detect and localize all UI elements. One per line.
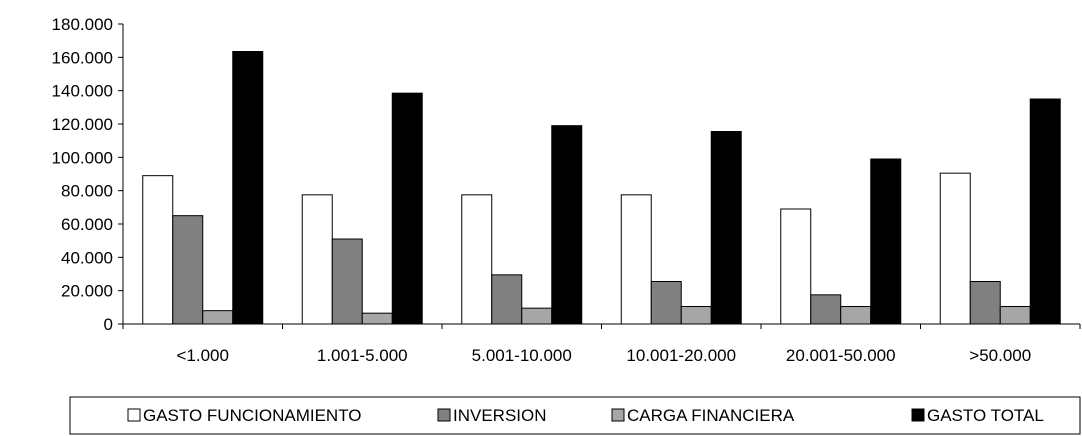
legend-label: GASTO TOTAL (927, 406, 1044, 425)
bar (840, 306, 872, 325)
bar (780, 208, 812, 325)
bar (999, 306, 1031, 325)
bar (301, 194, 333, 325)
bar (521, 307, 553, 325)
x-tick-label: 1.001-5.000 (317, 346, 408, 365)
y-tick-label: 180.000 (52, 15, 113, 34)
bar (202, 310, 234, 325)
y-tick-label: 160.000 (52, 48, 113, 67)
bar (1029, 98, 1061, 325)
legend-label: INVERSION (453, 406, 547, 425)
y-axis: 0 20.000 40.000 60.000 80.000 100.000 120.000 1… (52, 15, 124, 334)
bar (939, 172, 971, 325)
y-tick-label: 40.000 (61, 248, 113, 267)
bar (810, 294, 842, 325)
y-tick-label: 0 (104, 315, 113, 334)
bar (620, 194, 652, 325)
bar (551, 125, 583, 325)
bar (232, 51, 264, 325)
bar (331, 238, 363, 325)
x-tick-label: 5.001-10.000 (472, 346, 572, 365)
y-tick-label: 120.000 (52, 115, 113, 134)
bar (361, 312, 393, 325)
x-axis: <1.000 1.001-5.000 5.001-10.000 10.001-20.0… (122, 323, 1081, 365)
bar (969, 281, 1001, 325)
bar (680, 306, 712, 325)
bar (491, 274, 523, 325)
y-tick-label: 80.000 (61, 182, 113, 201)
legend-swatch (911, 408, 925, 422)
bar (870, 158, 902, 325)
y-tick-label: 100.000 (52, 148, 113, 167)
y-tick-label: 140.000 (52, 82, 113, 101)
bar-series (142, 51, 1061, 325)
y-tick-label: 20.000 (61, 282, 113, 301)
legend: GASTO FUNCIONAMIENTO INVERSION CARGA FINAN… (69, 396, 1081, 435)
legend-swatch (611, 408, 625, 422)
legend-swatch (437, 408, 451, 422)
bar (650, 281, 682, 325)
bar (142, 175, 174, 325)
bar (461, 194, 493, 325)
legend-label: GASTO FUNCIONAMIENTO (143, 406, 362, 425)
bar (172, 215, 204, 325)
legend-swatch (127, 408, 141, 422)
x-tick-label: >50.000 (969, 346, 1031, 365)
bar (391, 92, 423, 325)
x-tick-label: 20.001-50.000 (786, 346, 896, 365)
y-tick-label: 60.000 (61, 215, 113, 234)
legend-label: CARGA FINANCIERA (627, 406, 795, 425)
x-tick-label: <1.000 (177, 346, 229, 365)
x-tick-label: 10.001-20.000 (626, 346, 736, 365)
bar (710, 131, 742, 325)
